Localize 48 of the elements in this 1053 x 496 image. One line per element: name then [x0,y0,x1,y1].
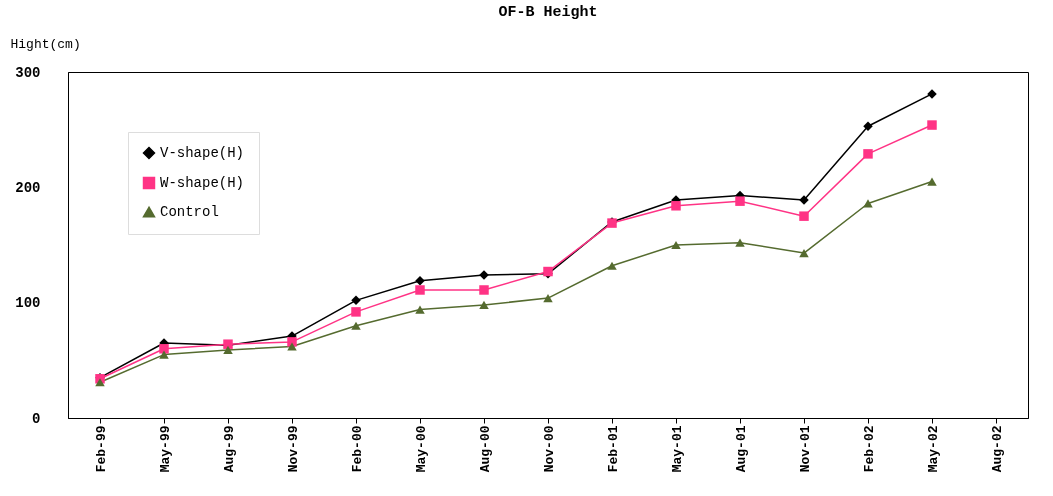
chart-title: OF-B Height [498,4,598,21]
y-tick-label: 100 [15,295,41,312]
point [799,248,809,258]
y-tick-label: 200 [15,179,41,196]
x-tick-label: May-99 [157,425,173,473]
legend-label: V-shape(H) [160,145,245,161]
x-tick-label: Nov-01 [797,425,813,473]
point [863,199,873,208]
x-tick-label: Feb-99 [93,425,109,473]
point [159,344,169,354]
x-tick-label: May-02 [925,425,941,473]
point [351,321,361,330]
x-tick-label: Feb-00 [349,425,365,473]
x-tick-label: Nov-00 [541,425,557,473]
legend-label: Control [160,204,219,220]
x-tick-label: Aug-99 [221,425,237,473]
x-tick-label: May-00 [413,425,429,473]
x-tick-label: Feb-01 [605,425,621,473]
point [351,295,361,306]
x-tick-label: Aug-01 [733,425,749,473]
point [543,293,553,303]
x-tick-label: Aug-00 [477,425,493,473]
x-tick-label: Feb-02 [861,425,877,473]
point [671,201,681,211]
x-tick-label: Nov-99 [285,425,301,473]
y-tick-label: 0 [32,410,41,427]
y-axis-title: Hight(cm) [10,36,81,52]
point [927,177,937,186]
point [799,211,809,221]
point [95,378,105,387]
point [735,196,745,206]
point [159,350,169,359]
x-tick-label: May-01 [669,425,685,473]
point [415,285,425,295]
point [863,149,873,159]
point [479,285,489,295]
point [287,342,297,351]
x-tick-label: Aug-02 [989,425,1005,473]
point [415,305,425,314]
point [479,300,489,310]
point [607,261,617,270]
point [351,307,361,317]
y-tick-label: 300 [15,64,41,81]
point [223,345,233,355]
point [735,238,745,247]
point [671,240,681,250]
point [927,120,937,130]
legend-label: W-shape(H) [160,175,245,191]
